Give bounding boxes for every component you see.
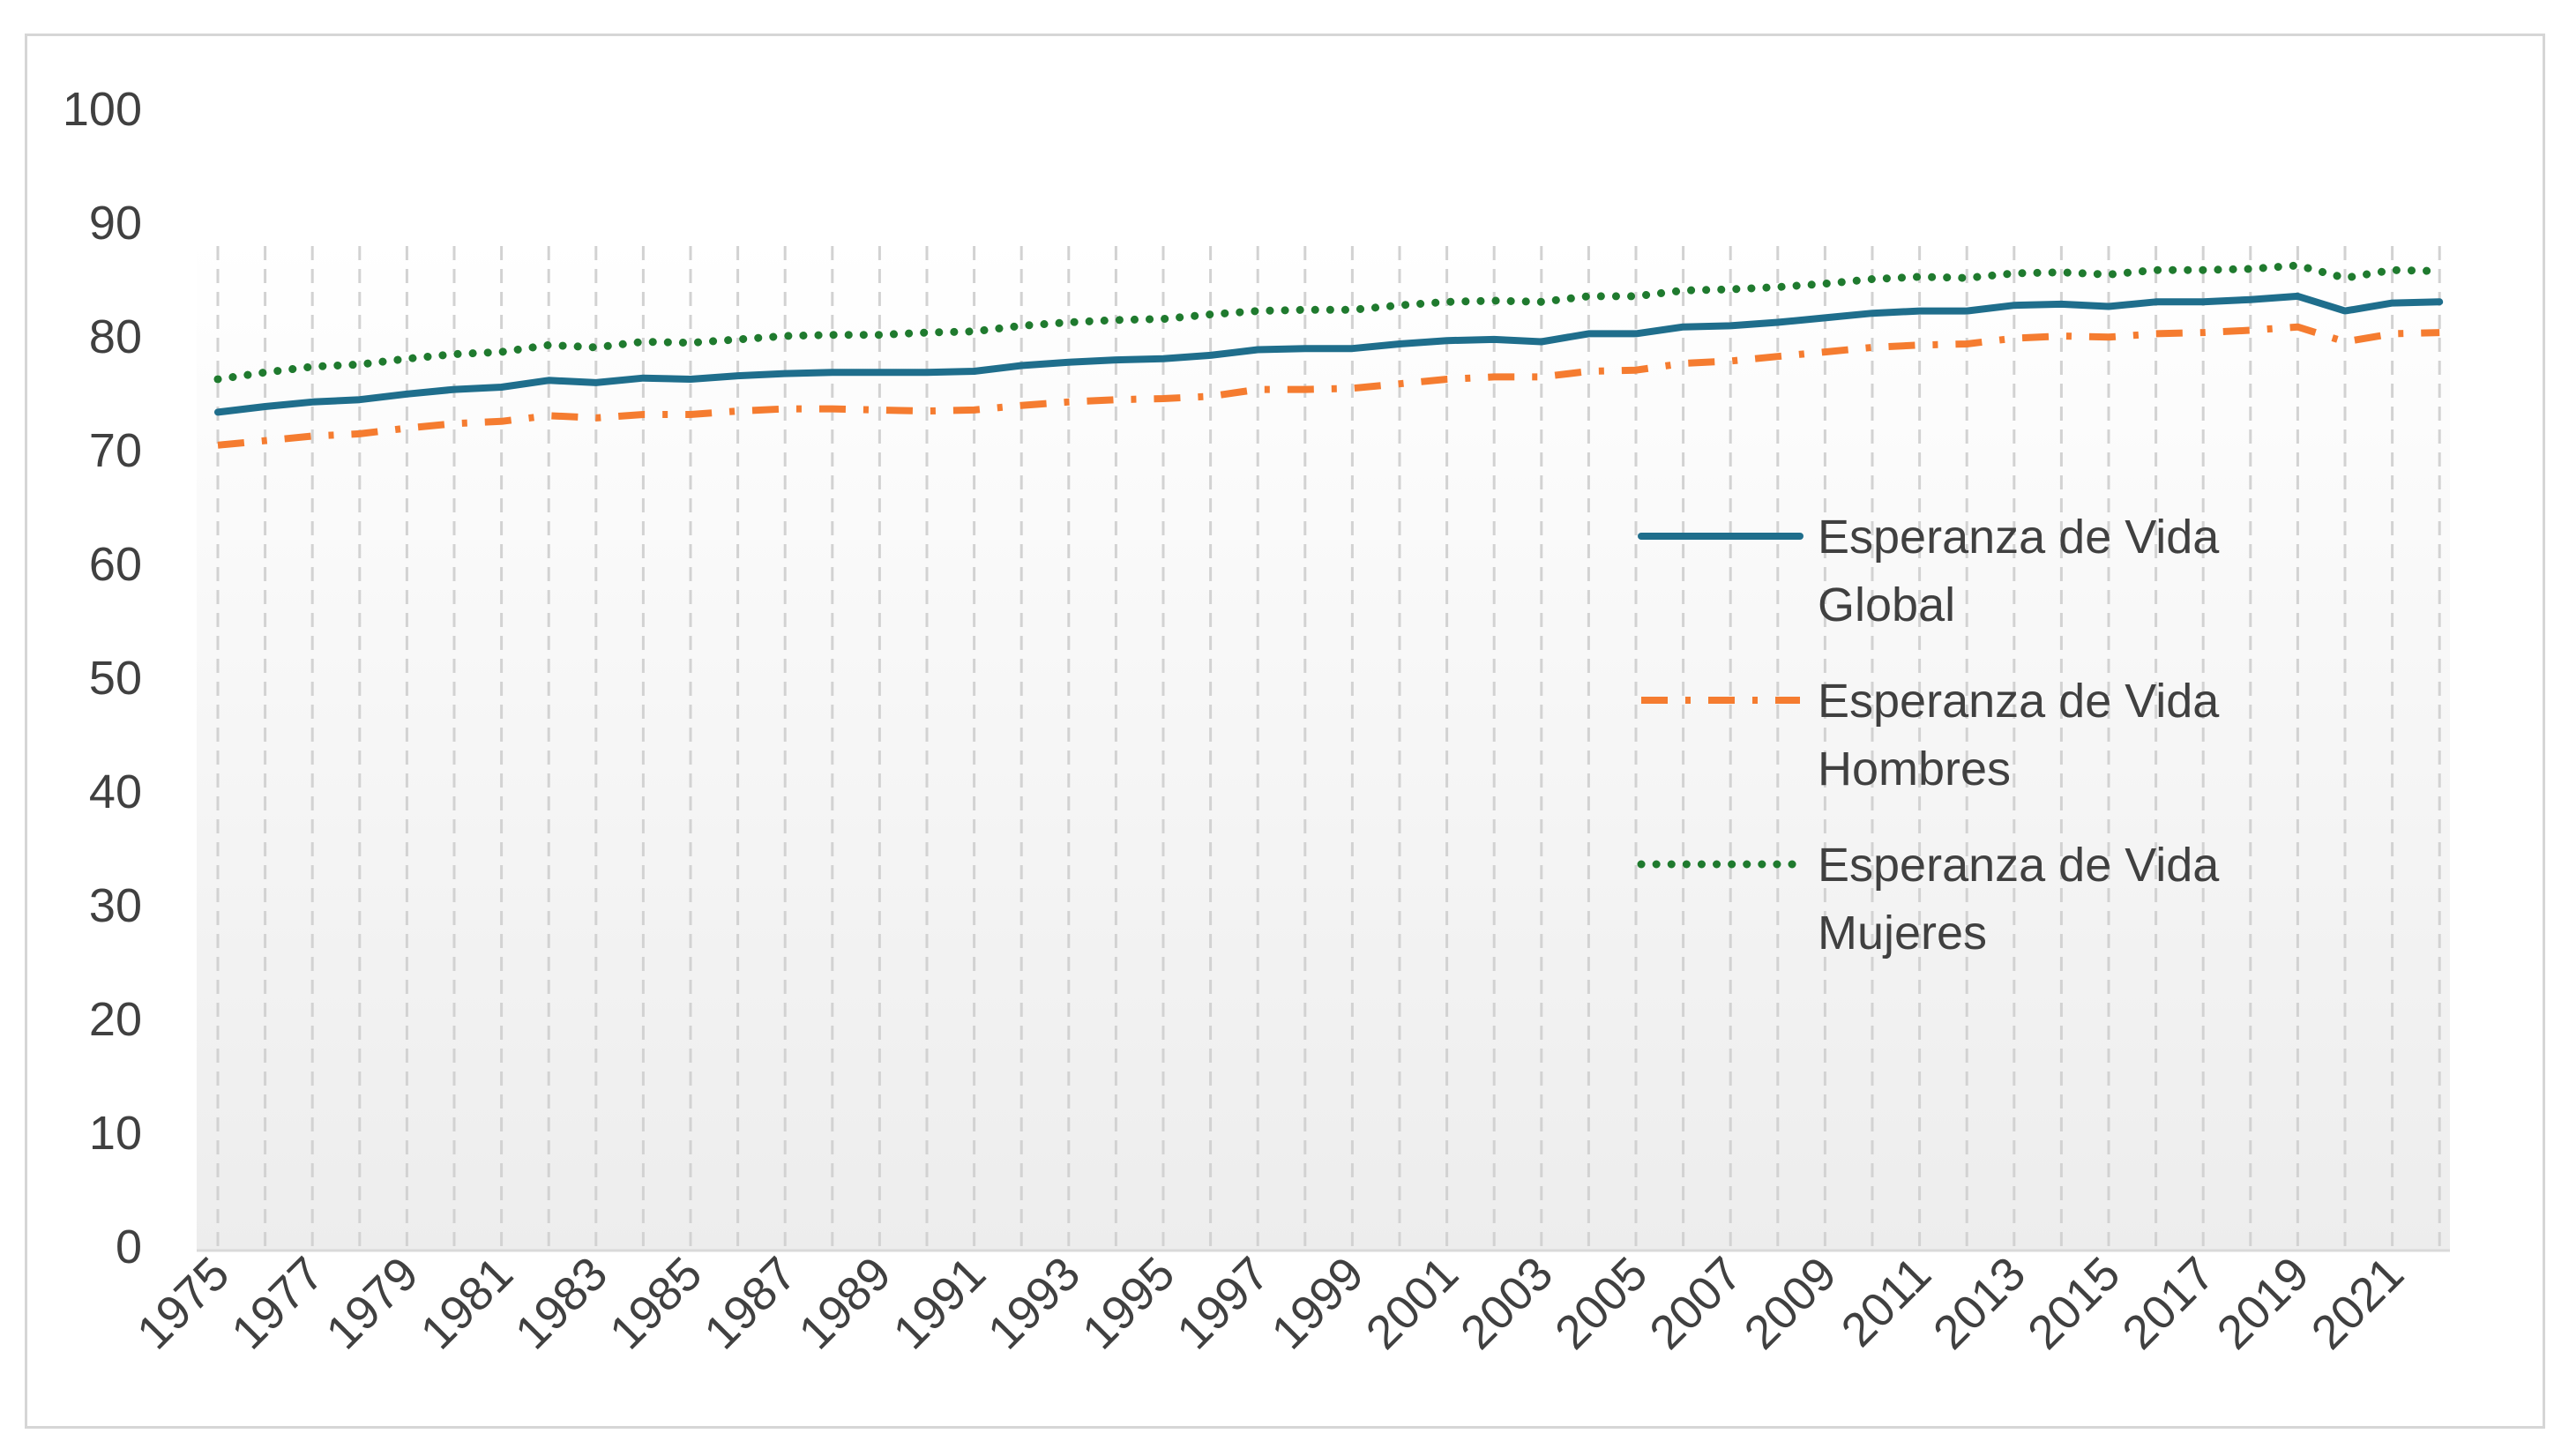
x-tick-label: 1991 — [884, 1247, 996, 1359]
x-tick-label: 2005 — [1545, 1247, 1657, 1359]
legend-label: Global — [1818, 579, 1955, 631]
legend: Esperanza de Vida Global Esperanza de Vida… — [1637, 511, 2220, 959]
x-tick-label: 2019 — [2207, 1247, 2319, 1359]
x-tick-label: 2013 — [1923, 1247, 2035, 1359]
x-tick-label: 2001 — [1356, 1247, 1468, 1359]
legend-label: Esperanza de Vida — [1818, 839, 2220, 892]
legend-label: Esperanza de Vida — [1818, 675, 2220, 728]
grid-lines — [216, 246, 2441, 1251]
legend-label: Esperanza de Vida — [1818, 511, 2220, 564]
x-tick-label: 2007 — [1639, 1247, 1751, 1359]
y-axis: 0 10 20 30 40 50 60 70 80 90 100 — [63, 83, 142, 1273]
x-tick-label: 1983 — [505, 1247, 617, 1359]
y-tick-label: 20 — [89, 993, 142, 1046]
y-tick-label: 70 — [89, 424, 142, 477]
x-tick-label: 2003 — [1451, 1247, 1563, 1359]
x-tick-label: 1995 — [1072, 1247, 1184, 1359]
legend-label: Mujeres — [1818, 907, 1987, 959]
x-tick-label: 1989 — [789, 1247, 901, 1359]
y-tick-label: 60 — [89, 538, 142, 591]
legend-label: Hombres — [1818, 743, 2011, 795]
x-tick-label: 2011 — [1832, 1247, 1942, 1357]
x-tick-label: 2009 — [1735, 1247, 1847, 1359]
y-tick-label: 10 — [89, 1107, 142, 1160]
x-tick-label: 1999 — [1262, 1247, 1374, 1359]
x-tick-label: 1975 — [127, 1247, 239, 1359]
series-line-2 — [217, 323, 2440, 449]
x-tick-label: 1993 — [978, 1247, 1090, 1359]
plot-area — [197, 237, 2450, 1251]
y-tick-label: 50 — [89, 652, 142, 705]
x-tick-label: 1979 — [317, 1247, 429, 1359]
y-tick-label: 90 — [89, 197, 142, 250]
x-tick-label: 1981 — [411, 1247, 523, 1359]
x-tick-label: 1987 — [694, 1247, 806, 1359]
x-tick-label: 2015 — [2018, 1247, 2130, 1359]
y-tick-label: 30 — [89, 879, 142, 932]
y-tick-label: 40 — [89, 765, 142, 818]
y-tick-label: 0 — [116, 1221, 142, 1273]
y-tick-label: 100 — [63, 83, 142, 136]
x-tick-label: 1985 — [600, 1247, 712, 1359]
x-tick-label: 2017 — [2112, 1247, 2224, 1359]
series-line-3 — [213, 261, 2444, 384]
x-tick-label: 1997 — [1167, 1247, 1279, 1359]
x-axis: 1975197719791981198319851987198919911993… — [127, 1247, 2450, 1359]
x-tick-label: 1977 — [221, 1247, 333, 1359]
series-lines — [213, 261, 2444, 449]
x-tick-label: 2021 — [2302, 1247, 2414, 1359]
series-line-1 — [214, 292, 2444, 416]
y-tick-label: 80 — [89, 310, 142, 363]
chart-frame: 0 10 20 30 40 50 60 70 80 90 100 1975 1977 1979 1981 1… — [25, 34, 2545, 1429]
